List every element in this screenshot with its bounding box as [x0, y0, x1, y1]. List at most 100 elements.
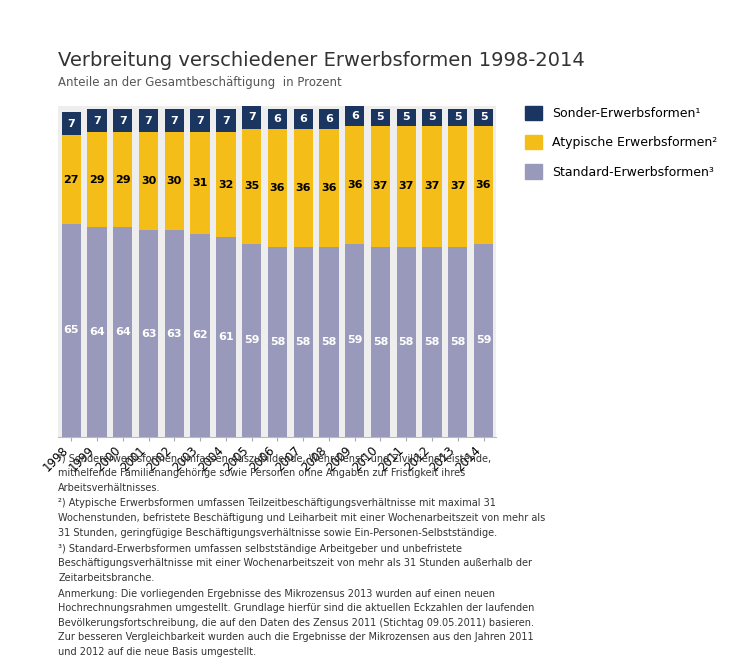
Text: 36: 36 [347, 179, 362, 189]
Text: 7: 7 [119, 116, 127, 126]
Text: 6: 6 [299, 114, 307, 124]
Bar [139, 230, 158, 437]
Bar [191, 132, 210, 234]
Text: 61: 61 [218, 332, 234, 342]
Text: 36: 36 [296, 183, 311, 193]
Bar [319, 247, 339, 437]
Text: 58: 58 [269, 337, 285, 347]
Text: Arbeitsverhältnisses.: Arbeitsverhältnisses. [58, 483, 161, 493]
Bar [293, 109, 313, 129]
Text: 59: 59 [347, 335, 362, 346]
Bar [242, 106, 261, 129]
Bar [61, 113, 81, 136]
Bar [216, 237, 236, 437]
Text: 36: 36 [321, 183, 337, 193]
Text: 31 Stunden, geringfügige Beschäftigungsverhältnisse sowie Ein-Personen-Selbststä: 31 Stunden, geringfügige Beschäftigungsv… [58, 528, 498, 538]
Text: 58: 58 [296, 337, 311, 347]
Text: 30: 30 [166, 176, 182, 186]
Text: 35: 35 [244, 181, 259, 191]
Text: 6: 6 [274, 114, 281, 124]
Bar [293, 129, 313, 247]
Text: mithelfende Familienangehörige sowie Personen ohne Angaben zur Fristigkeit ihres: mithelfende Familienangehörige sowie Per… [58, 468, 466, 478]
Bar [293, 247, 313, 437]
Text: 58: 58 [424, 337, 439, 347]
Text: Anteile an der Gesamtbeschäftigung  in Prozent: Anteile an der Gesamtbeschäftigung in Pr… [58, 76, 342, 89]
Bar [216, 109, 236, 132]
Bar [396, 109, 416, 126]
Text: und 2012 auf die neue Basis umgestellt.: und 2012 auf die neue Basis umgestellt. [58, 647, 256, 657]
Bar [345, 244, 364, 437]
Text: Zeitarbeitsbranche.: Zeitarbeitsbranche. [58, 573, 155, 583]
Text: 32: 32 [218, 179, 234, 189]
Bar [61, 136, 81, 224]
Bar [345, 106, 364, 126]
Bar [139, 132, 158, 230]
Text: 5: 5 [429, 113, 436, 122]
Text: 7: 7 [171, 116, 178, 126]
Text: ²) Atypische Erwerbsformen umfassen Teilzeitbeschäftigungsverhältnisse mit maxim: ²) Atypische Erwerbsformen umfassen Teil… [58, 498, 496, 508]
Bar [448, 109, 467, 126]
Bar [88, 109, 107, 132]
Text: 65: 65 [64, 326, 79, 336]
Bar [268, 247, 287, 437]
Bar [319, 129, 339, 247]
Text: 7: 7 [145, 116, 153, 126]
Text: 5: 5 [480, 113, 488, 122]
Bar [165, 132, 184, 230]
Text: 29: 29 [115, 175, 131, 185]
Bar [423, 126, 442, 247]
Bar [474, 126, 493, 244]
Bar [448, 126, 467, 247]
Text: 63: 63 [141, 329, 156, 339]
Bar [139, 109, 158, 132]
Bar [242, 244, 261, 437]
Text: 7: 7 [67, 119, 75, 129]
Bar [396, 247, 416, 437]
Bar [191, 234, 210, 437]
Text: 5: 5 [454, 113, 461, 122]
Bar [371, 126, 390, 247]
Text: Beschäftigungsverhältnisse mit einer Wochenarbeitszeit von mehr als 31 Stunden a: Beschäftigungsverhältnisse mit einer Woc… [58, 558, 532, 568]
Bar [268, 109, 287, 129]
Text: Anmerkung: Die vorliegenden Ergebnisse des Mikrozensus 2013 wurden auf einen neu: Anmerkung: Die vorliegenden Ergebnisse d… [58, 589, 496, 598]
Text: 59: 59 [244, 335, 259, 346]
Text: 6: 6 [350, 111, 358, 120]
Text: 7: 7 [196, 116, 204, 126]
Bar [242, 129, 261, 244]
Text: 5: 5 [377, 113, 384, 122]
Text: 7: 7 [247, 113, 256, 122]
Text: 29: 29 [89, 175, 105, 185]
Text: 58: 58 [450, 337, 466, 347]
Bar [88, 132, 107, 227]
Bar [423, 109, 442, 126]
Bar [61, 224, 81, 437]
Text: 58: 58 [321, 337, 337, 347]
Bar [474, 244, 493, 437]
Text: 36: 36 [269, 183, 285, 193]
Bar [345, 126, 364, 244]
Text: 36: 36 [476, 179, 491, 189]
Bar [371, 109, 390, 126]
Text: 37: 37 [399, 181, 414, 191]
Bar [474, 109, 493, 126]
Text: 58: 58 [373, 337, 388, 347]
Bar [113, 227, 132, 437]
Bar [396, 126, 416, 247]
Bar [268, 129, 287, 247]
Text: 6: 6 [325, 114, 333, 124]
Text: 37: 37 [450, 181, 466, 191]
Text: 64: 64 [115, 327, 131, 337]
Text: Hochrechnungsrahmen umgestellt. Grundlage hierfür sind die aktuellen Eckzahlen d: Hochrechnungsrahmen umgestellt. Grundlag… [58, 603, 535, 613]
Text: 58: 58 [399, 337, 414, 347]
Bar [88, 227, 107, 437]
Text: Bevölkerungsfortschreibung, die auf den Daten des Zensus 2011 (Stichtag 09.05.20: Bevölkerungsfortschreibung, die auf den … [58, 618, 534, 628]
Text: 30: 30 [141, 176, 156, 186]
Bar [448, 247, 467, 437]
Text: 64: 64 [89, 327, 105, 337]
Bar [319, 109, 339, 129]
Text: 37: 37 [424, 181, 439, 191]
Text: Zur besseren Vergleichbarkeit wurden auch die Ergebnisse der Mikrozensen aus den: Zur besseren Vergleichbarkeit wurden auc… [58, 632, 534, 642]
Text: 59: 59 [476, 335, 491, 346]
Bar [216, 132, 236, 237]
Text: 63: 63 [166, 329, 182, 339]
